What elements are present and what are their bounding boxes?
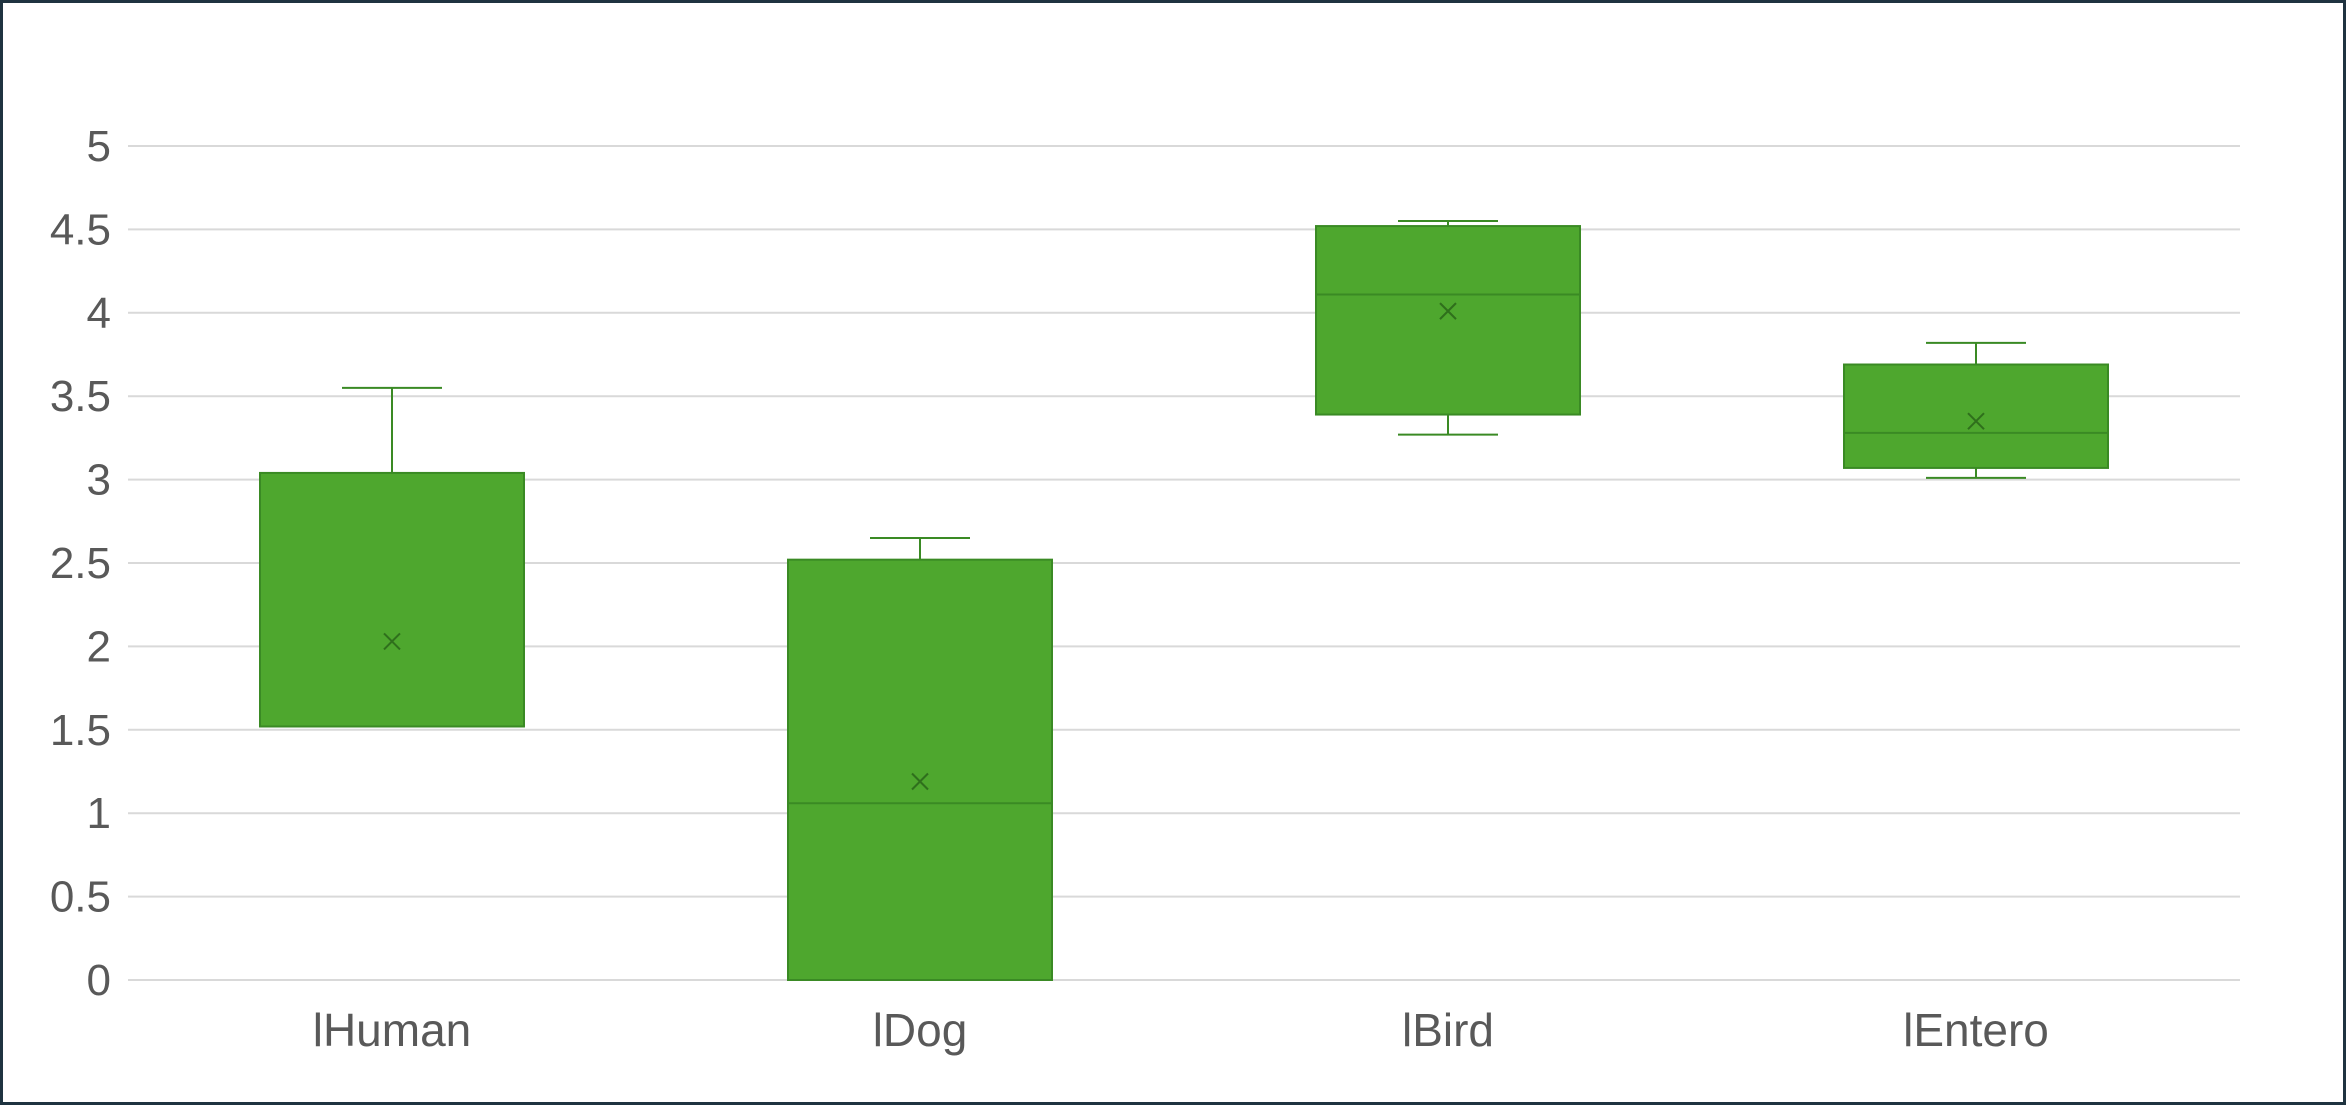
mean-marker	[911, 772, 929, 791]
box-lHuman	[259, 386, 525, 728]
y-tick-label: 1.5	[50, 706, 111, 755]
y-tick-label: 5	[87, 122, 111, 171]
y-tick-label: 0	[87, 956, 111, 1005]
y-tick-label: 3	[87, 456, 111, 505]
box-lDog	[787, 536, 1053, 981]
mean-marker	[1439, 302, 1457, 320]
y-tick-label: 4	[87, 289, 111, 338]
boxes	[259, 220, 2109, 981]
y-tick-label: 2.5	[50, 539, 111, 588]
box-plot-chart: 0 0.5 1 1.5 2 2.5 3 3.5 4 4.5 5 lHuman lDog lBird lEn…	[50, 122, 2240, 1056]
mean-marker	[383, 632, 401, 651]
y-tick-label: 4.5	[50, 205, 111, 254]
mean-marker	[1967, 412, 1985, 430]
x-category-label: lDog	[873, 1004, 968, 1056]
box-body	[1315, 225, 1581, 416]
box-lBird	[1315, 220, 1581, 436]
x-category-label: lBird	[1402, 1004, 1494, 1056]
y-tick-label: 1	[87, 789, 111, 838]
box-body	[1843, 363, 2109, 469]
y-tick-label: 3.5	[50, 372, 111, 421]
y-axis-tick-labels: 0 0.5 1 1.5 2 2.5 3 3.5 4 4.5 5	[50, 122, 111, 1005]
x-category-label: lEntero	[1903, 1004, 2049, 1056]
box-body	[787, 558, 1053, 981]
y-tick-label: 2	[87, 622, 111, 671]
box-body	[259, 471, 525, 728]
box-lEntero	[1843, 341, 2109, 479]
x-axis-category-labels: lHuman lDog lBird lEntero	[313, 1004, 2049, 1056]
y-tick-label: 0.5	[50, 873, 111, 922]
x-category-label: lHuman	[313, 1004, 472, 1056]
